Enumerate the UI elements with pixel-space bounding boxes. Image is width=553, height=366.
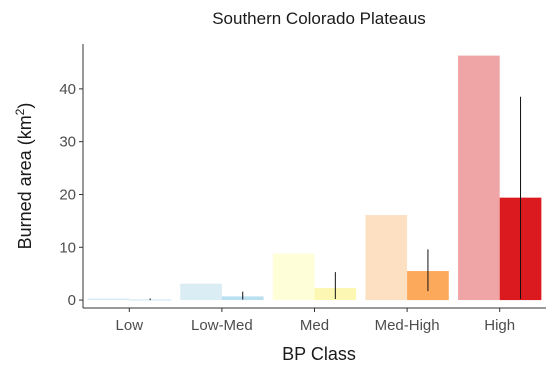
error-bars-group [149, 96, 522, 301]
y-tick-label: 0 [68, 292, 76, 309]
x-tick-label: Low [116, 317, 144, 334]
chart-title: Southern Colorado Plateaus [212, 9, 426, 28]
bar-series1-med [272, 253, 315, 301]
x-tick-label: Med-High [375, 317, 440, 334]
y-ticks-group: 0 10 20 30 40 [59, 81, 83, 309]
bars-group [87, 55, 542, 301]
bar-series1-low-med [180, 283, 222, 301]
y-tick-label: 30 [59, 134, 76, 151]
x-tick-label: High [484, 317, 515, 334]
x-tick-label: Low-Med [191, 317, 253, 334]
y-tick-label: 10 [59, 239, 76, 256]
y-axis-title: Burned area (km2) [13, 103, 35, 250]
y-axis-title-superscript: 2 [13, 108, 27, 115]
bar-series1-low [87, 298, 130, 301]
y-tick-label: 20 [59, 186, 76, 203]
y-tick-label: 40 [59, 81, 76, 98]
x-ticks-group: Low Low-Med Med Med-High High [116, 308, 515, 334]
x-axis-title: BP Class [282, 344, 356, 364]
x-tick-label: Med [300, 317, 329, 334]
y-axis-title-main: Burned area (km [15, 115, 35, 249]
bar-series1-med-high [365, 215, 408, 301]
bar-series1-high [458, 55, 500, 301]
y-axis-title-close: ) [15, 103, 35, 109]
